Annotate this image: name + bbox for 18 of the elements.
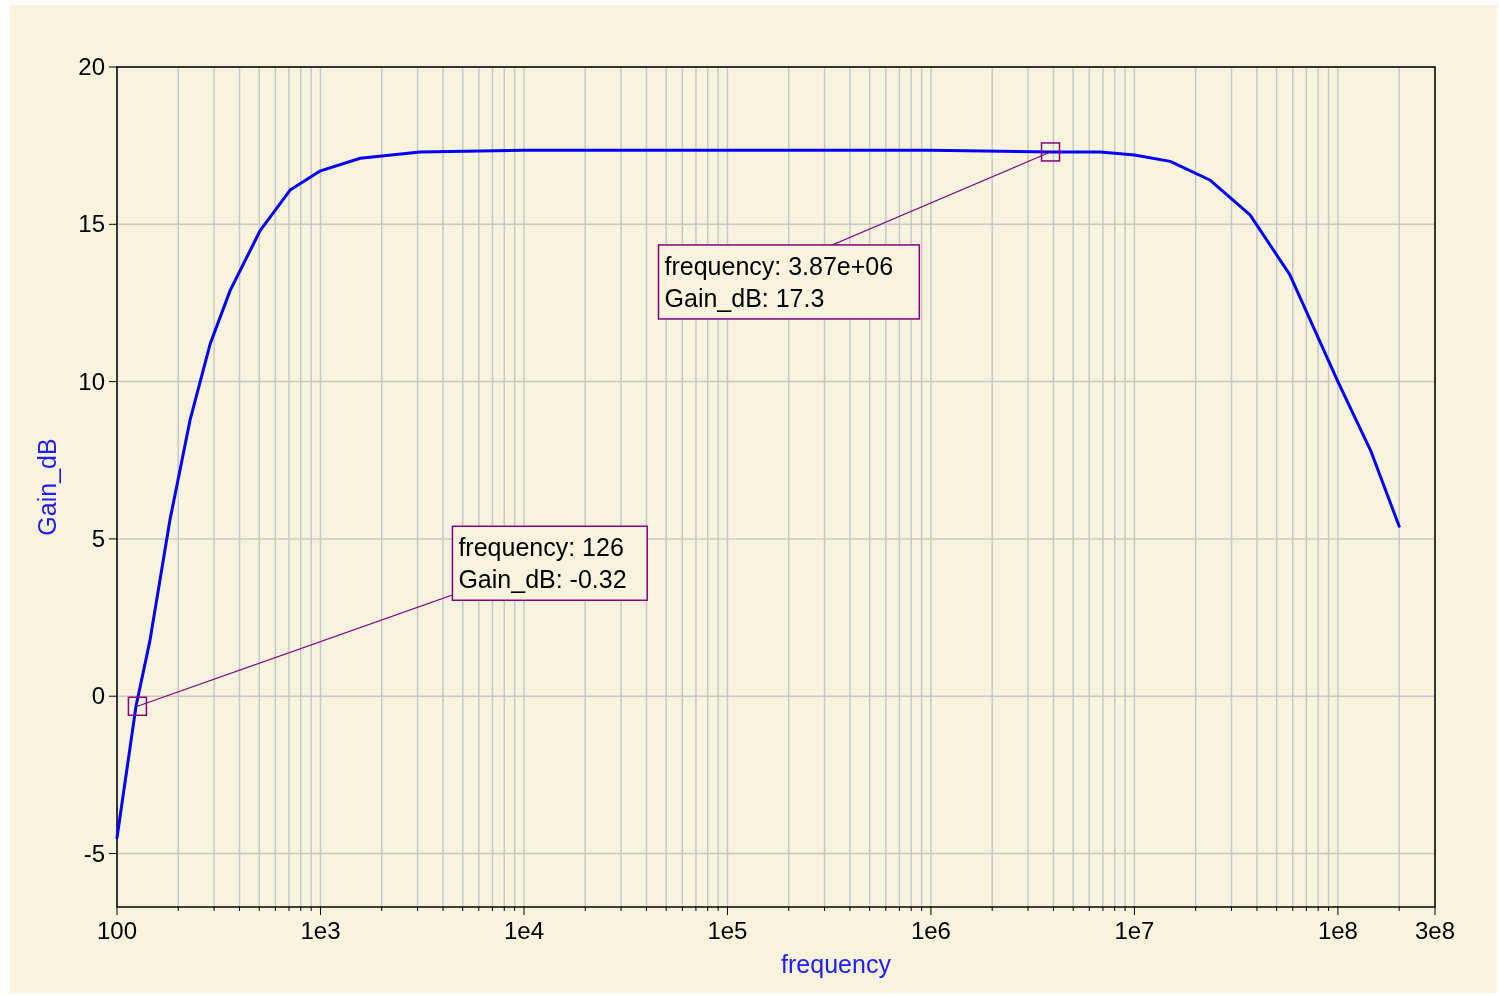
x-tick-label: 1e4 bbox=[503, 917, 544, 944]
x-tick-label: 1e8 bbox=[1317, 917, 1358, 944]
x-tick-label: 1e5 bbox=[707, 917, 748, 944]
y-tick-label: 5 bbox=[91, 524, 105, 552]
annotation: frequency: 3.87e+06 Gain_dB: 17.3 bbox=[664, 251, 894, 312]
x-tick-label: 3e8 bbox=[1414, 917, 1456, 944]
x-tick-label: 1e7 bbox=[1114, 917, 1155, 944]
x-tick-label: 100 bbox=[96, 917, 138, 944]
y-axis-title: Gain_dB bbox=[33, 438, 61, 536]
annotation: frequency: 126 Gain_dB: -0.32 bbox=[458, 533, 627, 594]
y-tick-label: -5 bbox=[83, 839, 105, 867]
x-tick-label: 1e6 bbox=[910, 917, 951, 944]
y-tick-label: 10 bbox=[78, 367, 105, 395]
x-axis-title: frequency bbox=[781, 950, 892, 978]
y-tick-label: 20 bbox=[78, 53, 105, 80]
y-tick-label: 15 bbox=[78, 210, 105, 238]
x-tick-label: 1e3 bbox=[300, 917, 341, 944]
y-tick-label: 0 bbox=[91, 682, 105, 710]
